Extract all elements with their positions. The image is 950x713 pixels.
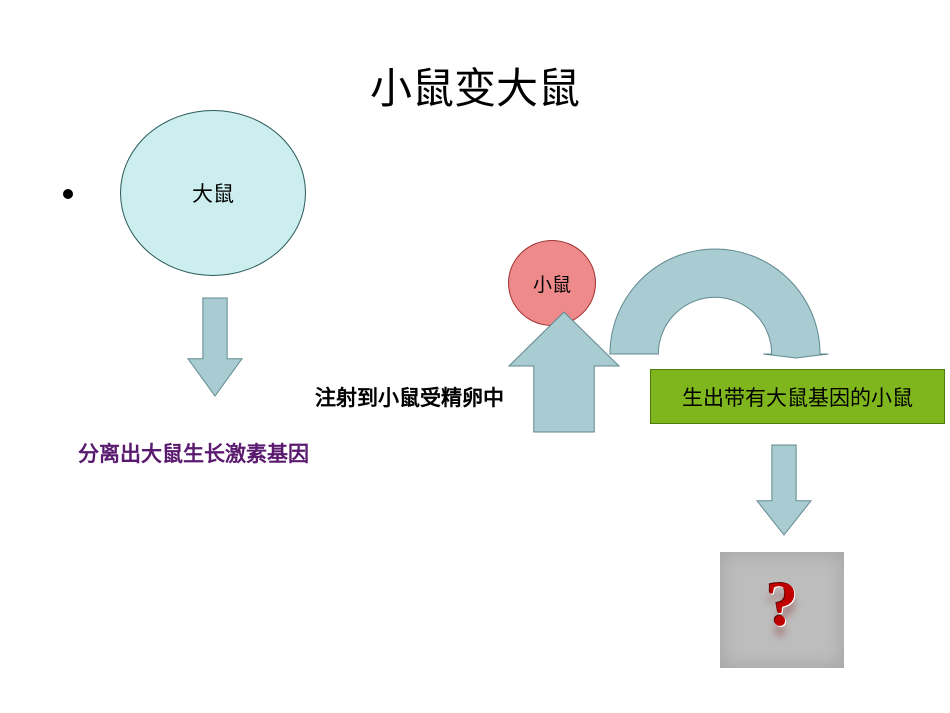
question-mark-image: ? [720,552,844,668]
question-mark-icon: ? [766,567,798,641]
arrow-shape [509,312,619,432]
node-result-box: 生出带有大鼠基因的小鼠 [650,369,945,424]
node-big-rat-label: 大鼠 [192,178,234,208]
arrow-down-from-result [757,445,811,535]
label-isolate: 分离出大鼠生长激素基因 [78,438,309,468]
node-small-rat-label: 小鼠 [533,270,571,297]
diagram-stage: 小鼠变大鼠 大鼠 小鼠 生出带有大鼠基因的小鼠 注射到小鼠受精卵中 分离出大鼠生… [0,0,950,713]
bullet-point [63,189,73,199]
node-big-rat: 大鼠 [120,110,306,276]
arrow-shape [188,298,242,396]
arrow-up-to-small-rat [509,312,619,432]
arrow-shape [757,445,811,535]
arrow-shape [610,249,828,358]
slide-title: 小鼠变大鼠 [0,55,950,116]
arrow-curve [610,245,820,360]
arrow-down-from-big-rat [188,298,242,396]
label-inject: 注射到小鼠受精卵中 [315,382,504,412]
node-result-box-label: 生出带有大鼠基因的小鼠 [682,382,913,412]
